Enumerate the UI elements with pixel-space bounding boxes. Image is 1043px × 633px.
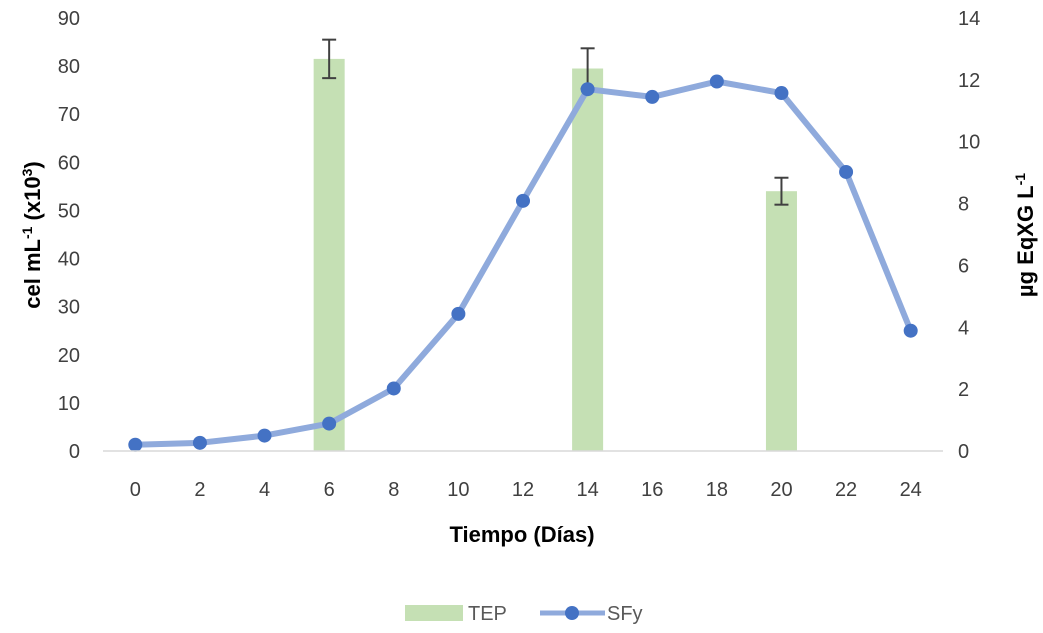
y-right-tick-label: 4 xyxy=(958,317,969,339)
x-ticks-layer: 0 2 4 6 8 10 12 14 16 18 20 22 24 xyxy=(130,479,922,501)
y-left-tick-label: 30 xyxy=(58,297,80,319)
x-tick-label: 20 xyxy=(770,479,792,501)
y-left-axis-title: cel mL-1 (x103) xyxy=(19,161,45,308)
legend-sfy-label: SFy xyxy=(607,603,643,625)
x-tick-label: 6 xyxy=(324,479,335,501)
sfy-point xyxy=(903,323,918,338)
legend: TEP SFy xyxy=(405,603,643,625)
y-right-ticks-layer: 0 2 4 6 8 10 12 14 xyxy=(958,8,980,463)
y-left-tick-label: 80 xyxy=(58,56,80,78)
tep-error-bar xyxy=(774,176,789,206)
x-tick-label: 22 xyxy=(835,479,857,501)
y-right-title-base: µg EqXG L xyxy=(1013,185,1038,297)
y-right-tick-label: 14 xyxy=(958,8,980,30)
y-left-tick-label: 50 xyxy=(58,200,80,222)
y-left-tick-label: 90 xyxy=(58,8,80,30)
x-tick-label: 12 xyxy=(512,479,534,501)
x-axis-title: Tiempo (Días) xyxy=(449,522,594,547)
y-left-title-end: ) xyxy=(20,161,45,168)
sfy-point xyxy=(774,86,789,101)
legend-tep-swatch xyxy=(405,605,463,621)
sfy-point xyxy=(839,164,854,179)
legend-sfy-marker xyxy=(565,606,579,620)
legend-tep-label: TEP xyxy=(468,603,507,625)
bars-layer xyxy=(313,38,797,452)
sfy-point xyxy=(192,435,207,450)
y-right-title-sup: -1 xyxy=(1012,173,1028,186)
line-layer xyxy=(128,74,918,452)
sfy-point xyxy=(128,437,143,452)
y-right-tick-label: 6 xyxy=(958,255,969,277)
y-right-tick-label: 8 xyxy=(958,194,969,216)
x-tick-label: 8 xyxy=(388,479,399,501)
sfy-point xyxy=(322,416,337,431)
y-left-tick-label: 0 xyxy=(69,441,80,463)
y-right-tick-label: 0 xyxy=(958,441,969,463)
tep-bar xyxy=(765,191,797,451)
sfy-point xyxy=(257,428,272,443)
x-tick-label: 16 xyxy=(641,479,663,501)
x-tick-label: 10 xyxy=(447,479,469,501)
y-left-tick-label: 60 xyxy=(58,152,80,174)
y-left-tick-label: 40 xyxy=(58,249,80,271)
tep-error-bar xyxy=(322,38,337,80)
sfy-point xyxy=(451,306,466,321)
sfy-point xyxy=(645,89,660,104)
y-left-title-sup2: 3 xyxy=(19,168,35,176)
tep-bar xyxy=(313,58,345,452)
sfy-point xyxy=(709,74,724,89)
y-left-tick-label: 70 xyxy=(58,104,80,126)
y-right-tick-label: 10 xyxy=(958,132,980,154)
sfy-point xyxy=(580,82,595,97)
y-left-tick-label: 10 xyxy=(58,393,80,415)
y-left-tick-label: 20 xyxy=(58,345,80,367)
x-tick-label: 0 xyxy=(130,479,141,501)
y-left-title-base: cel mL xyxy=(20,239,45,309)
y-left-ticks-layer: 0 10 20 30 40 50 60 70 80 90 xyxy=(58,8,80,463)
x-tick-label: 4 xyxy=(259,479,270,501)
sfy-point xyxy=(516,193,530,208)
x-tick-label: 18 xyxy=(706,479,728,501)
x-tick-label: 2 xyxy=(194,479,205,501)
x-tick-label: 14 xyxy=(576,479,598,501)
tep-bar xyxy=(572,68,604,452)
y-right-tick-label: 12 xyxy=(958,70,980,92)
sfy-point xyxy=(386,381,401,396)
y-left-title-mid: (x10 xyxy=(20,176,45,226)
y-left-title-sup1: -1 xyxy=(19,226,35,239)
y-right-tick-label: 2 xyxy=(958,379,969,401)
x-tick-label: 24 xyxy=(900,479,922,501)
y-right-axis-title: µg EqXG L-1 xyxy=(1012,173,1038,297)
